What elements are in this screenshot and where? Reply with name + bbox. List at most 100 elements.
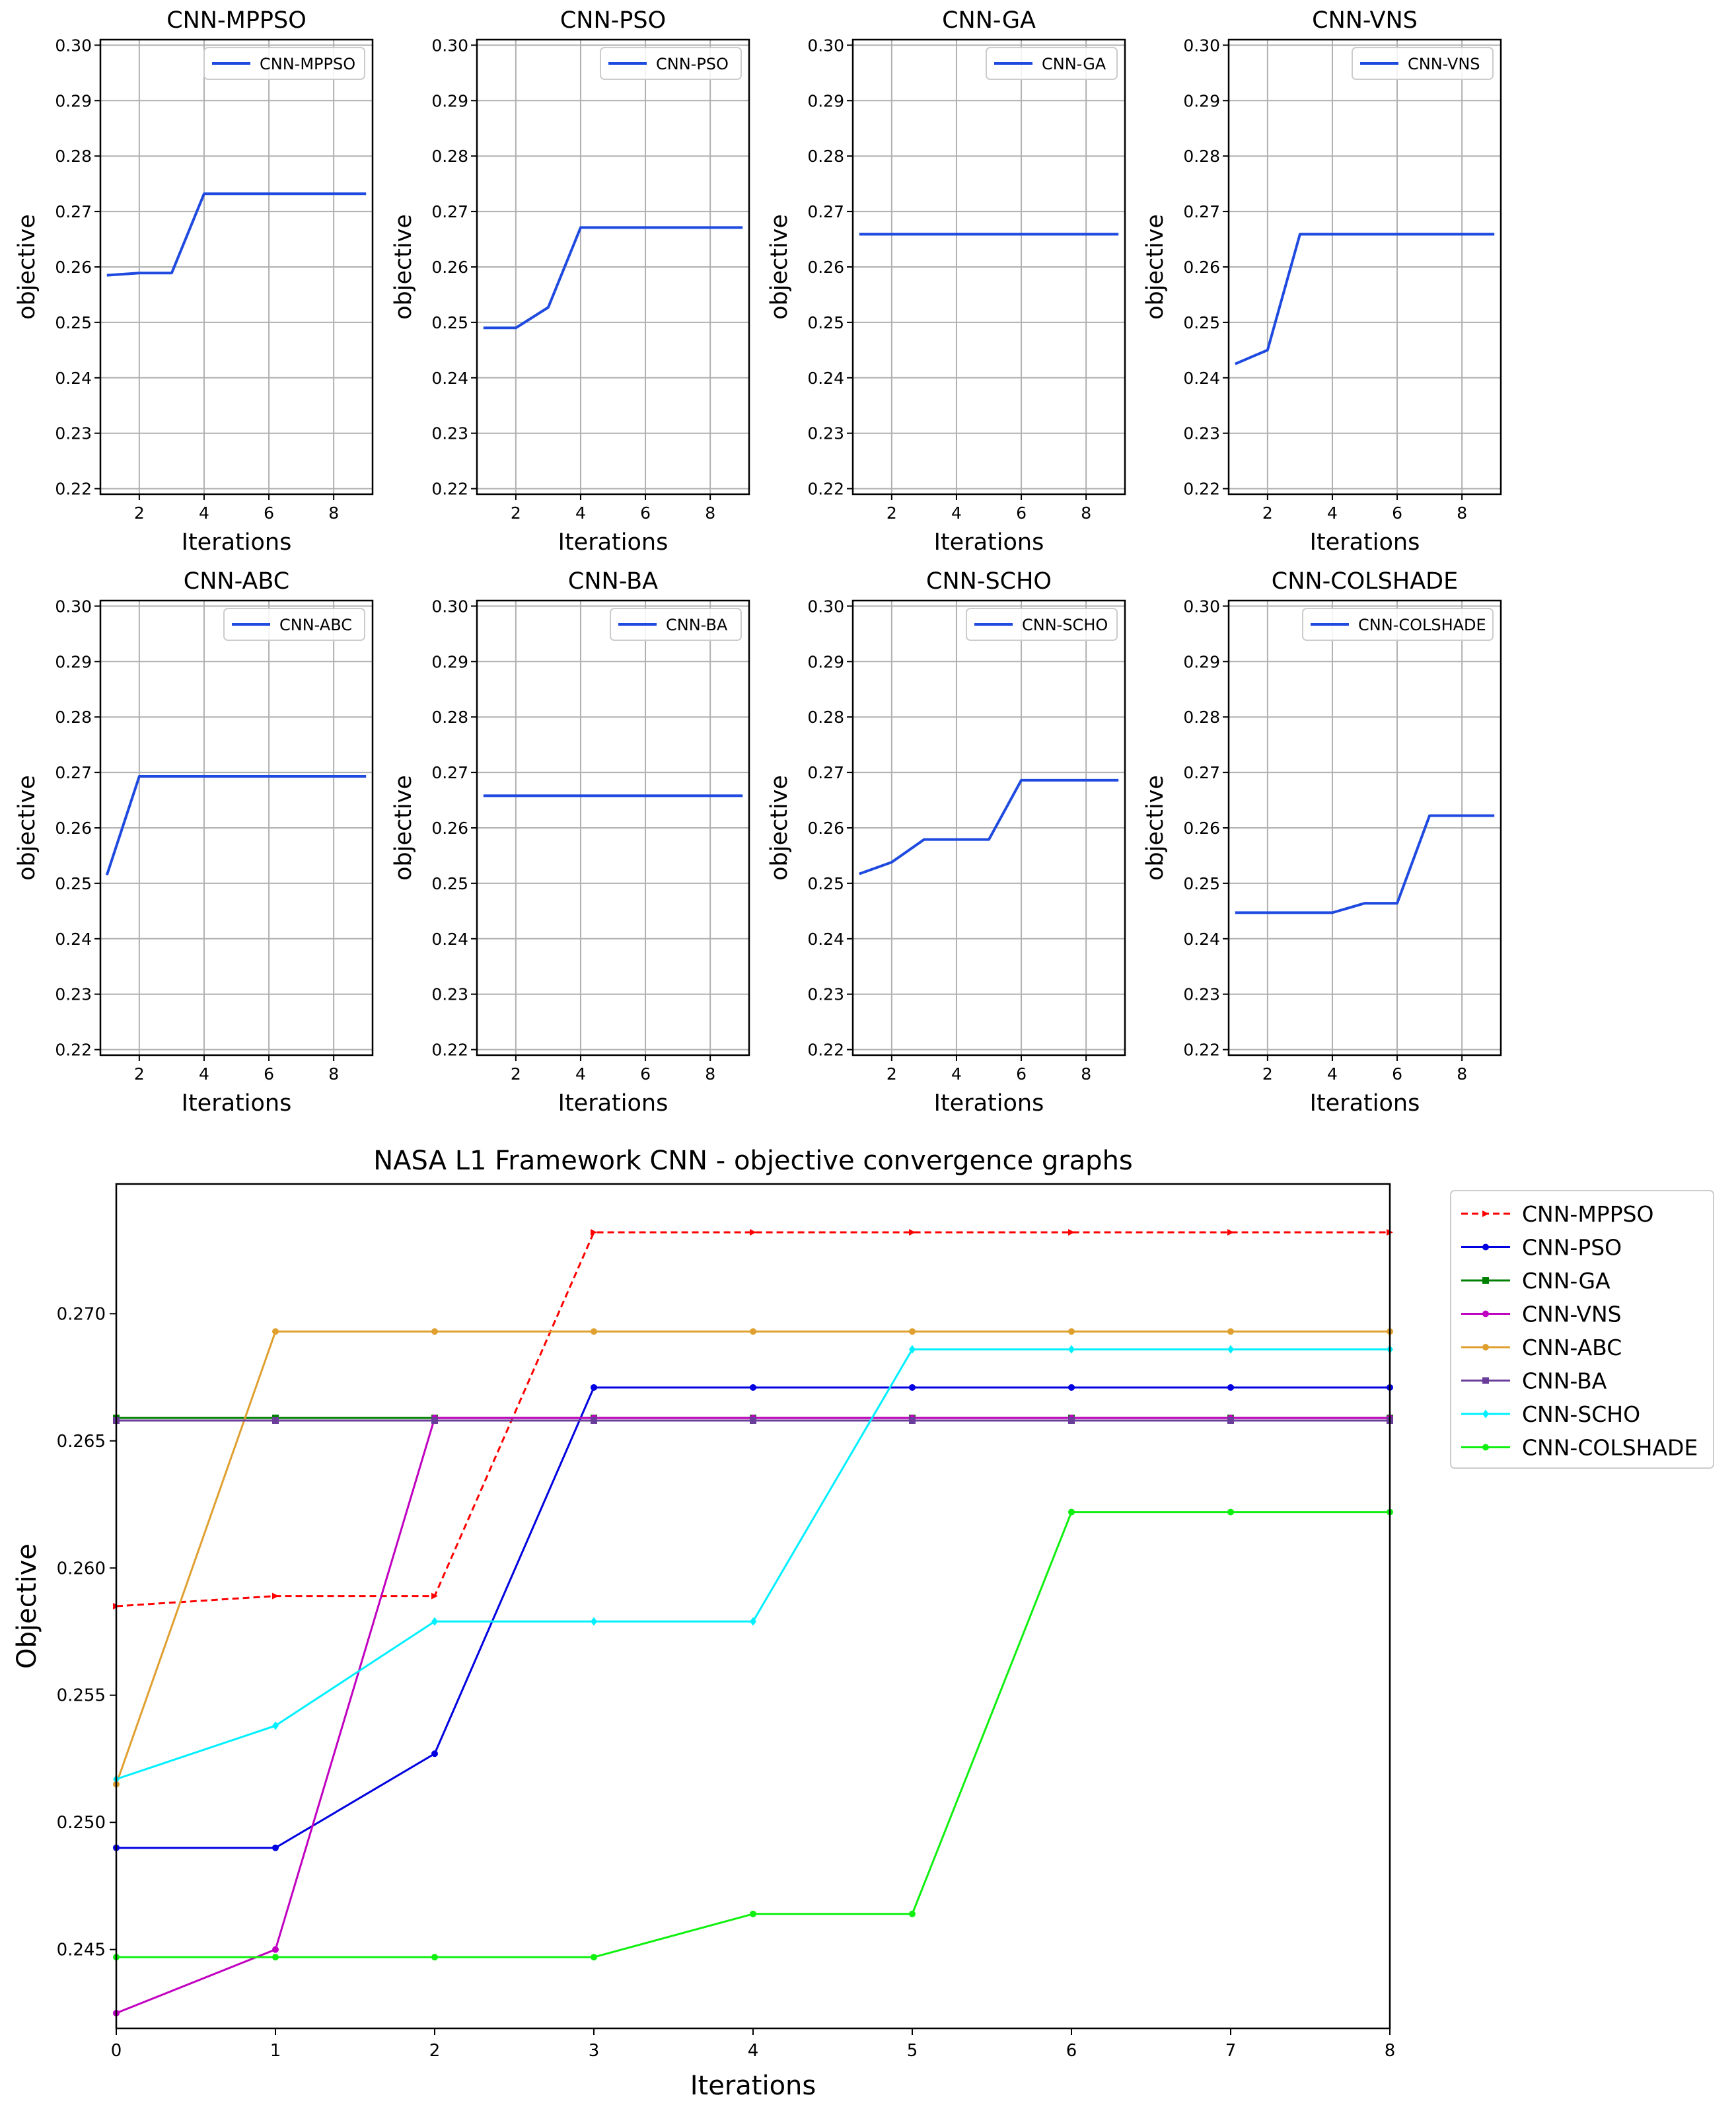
data-point [272, 1946, 279, 1953]
y-tick-label: 0.28 [431, 147, 468, 166]
data-point [272, 1592, 279, 1600]
data-point [591, 1617, 597, 1626]
data-point [591, 1954, 597, 1961]
y-tick-label: 0.24 [55, 369, 92, 388]
y-tick-label: 0.26 [1183, 819, 1220, 838]
x-tick-label: 2 [886, 503, 897, 523]
y-tick-label: 0.26 [807, 819, 844, 838]
x-axis-label: Iterations [1310, 1090, 1420, 1117]
y-tick-label: 0.23 [431, 424, 468, 443]
subplot-6: 0.22 0.23 0.24 0.25 0.26 0.27 0.28 0.29 0.30 2 4 6 8… [390, 568, 750, 1117]
subplot-title: CNN-MPPSO [166, 7, 307, 34]
y-tick-label: 0.22 [55, 1041, 92, 1060]
data-point [1068, 1508, 1075, 1516]
x-tick-label: 6 [1066, 2041, 1077, 2061]
subplot-3: 0.22 0.23 0.24 0.25 0.26 0.27 0.28 0.29 0.30 2 4 6 8… [766, 7, 1126, 556]
y-tick-label: 0.260 [57, 1559, 106, 1578]
legend-marker [1482, 1409, 1489, 1419]
subplot-title: CNN-BA [568, 568, 658, 595]
legend: CNN-PSO [600, 47, 742, 80]
legend-marker [1482, 1243, 1489, 1251]
series-line-cnn-vns [116, 1417, 1390, 2015]
data-point [1068, 1229, 1075, 1236]
x-axis-label: Iterations [558, 529, 669, 556]
y-tick-label: 0.25 [431, 874, 468, 893]
subplot-4: 0.22 0.23 0.24 0.25 0.26 0.27 0.28 0.29 0.30 2 4 6 8… [1142, 7, 1502, 556]
y-tick-label: 0.30 [431, 36, 468, 55]
y-tick-label: 0.24 [807, 369, 844, 388]
y-tick-label: 0.23 [1183, 985, 1220, 1004]
y-tick-label: 0.28 [1183, 147, 1220, 166]
x-tick-label: 4 [575, 1064, 586, 1084]
y-tick-label: 0.24 [807, 930, 844, 949]
subplot-title: CNN-COLSHADE [1272, 568, 1458, 595]
x-tick-label: 2 [429, 2041, 441, 2061]
data-point [750, 1617, 756, 1626]
y-tick-label: 0.250 [57, 1813, 106, 1833]
y-tick-label: 0.26 [1183, 258, 1220, 277]
y-tick-label: 0.27 [431, 763, 468, 782]
y-tick-label: 0.27 [1183, 202, 1220, 221]
main-chart: 0.245 0.250 0.255 0.260 0.265 0.270 0 1 2 3 4 5 6 7 8 N… [12, 1146, 1714, 2101]
x-tick-label: 2 [1262, 1064, 1273, 1084]
legend-box [986, 47, 1118, 80]
y-tick-label: 0.30 [807, 597, 844, 616]
y-tick-label: 0.29 [431, 91, 468, 110]
x-tick-label: 5 [907, 2041, 918, 2061]
legend-label: CNN-PSO [1522, 1235, 1622, 1261]
x-tick-label: 6 [1016, 503, 1027, 523]
legend: CNN-SCHO [966, 608, 1118, 641]
y-tick-label: 0.25 [807, 874, 844, 893]
data-point [272, 1417, 279, 1424]
y-tick-label: 0.30 [807, 36, 844, 55]
data-point [431, 1750, 438, 1757]
x-tick-label: 6 [1016, 1064, 1027, 1084]
x-tick-label: 2 [1262, 503, 1273, 523]
data-point [750, 1384, 756, 1391]
legend-box [203, 47, 365, 80]
y-tick-label: 0.22 [807, 480, 844, 499]
data-point [272, 1954, 279, 1961]
x-tick-label: 6 [1392, 1064, 1402, 1084]
y-axis-label: objective [766, 775, 793, 881]
data-point [591, 1328, 597, 1335]
y-axis-label: objective [390, 775, 417, 881]
y-tick-label: 0.270 [57, 1304, 106, 1324]
data-point [909, 1910, 916, 1917]
legend: CNN-COLSHADE [1302, 608, 1494, 641]
x-tick-label: 2 [511, 1064, 521, 1084]
y-tick-label: 0.22 [431, 1041, 468, 1060]
y-tick-label: 0.30 [1183, 597, 1220, 616]
y-tick-label: 0.28 [55, 708, 92, 727]
y-tick-label: 0.245 [57, 1941, 106, 1960]
data-point [431, 1417, 438, 1424]
data-point [1227, 1229, 1234, 1236]
y-tick-label: 0.29 [807, 652, 844, 671]
y-axis-label: objective [1142, 775, 1169, 881]
y-tick-label: 0.25 [1183, 874, 1220, 893]
data-point [750, 1910, 756, 1917]
x-tick-label: 1 [270, 2041, 281, 2061]
series-line [1235, 814, 1495, 914]
x-tick-label: 2 [134, 503, 145, 523]
x-tick-label: 8 [1081, 503, 1091, 523]
legend-label: CNN-MPPSO [1522, 1201, 1654, 1227]
legend-marker [1482, 1444, 1489, 1451]
legend-label: CNN-COLSHADE [1358, 616, 1486, 634]
series-line [105, 774, 367, 875]
y-tick-label: 0.22 [1183, 1041, 1220, 1060]
y-tick-label: 0.26 [55, 819, 92, 838]
y-tick-label: 0.28 [431, 708, 468, 727]
legend: CNN-ABC [223, 608, 365, 641]
data-point [272, 1721, 279, 1730]
legend-label: CNN-GA [1522, 1268, 1610, 1294]
legend-label: CNN-ABC [1522, 1335, 1622, 1360]
subplot-title: CNN-VNS [1312, 7, 1418, 34]
legend-label: CNN-PSO [656, 55, 729, 73]
y-tick-label: 0.30 [431, 597, 468, 616]
y-tick-label: 0.24 [431, 930, 468, 949]
legend-label: CNN-COLSHADE [1522, 1435, 1698, 1461]
legend-label: CNN-BA [1522, 1368, 1607, 1394]
y-tick-label: 0.25 [1183, 313, 1220, 332]
y-tick-label: 0.30 [55, 597, 92, 616]
